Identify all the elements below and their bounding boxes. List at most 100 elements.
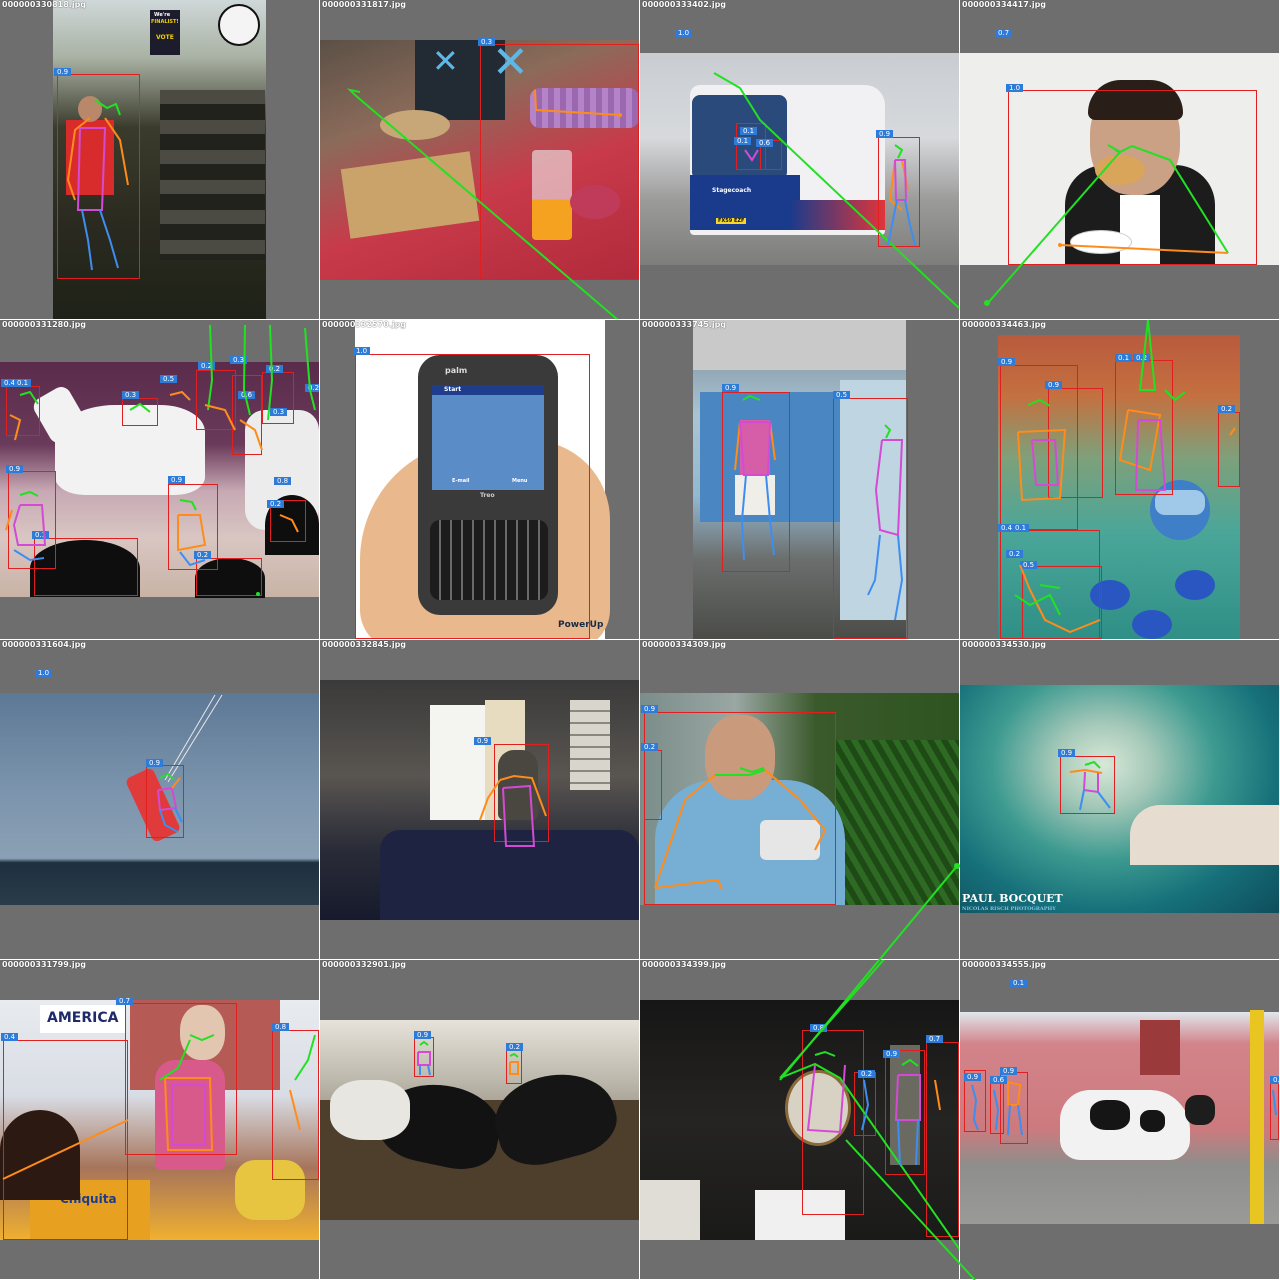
detection-box — [1115, 360, 1173, 495]
score-badge: 0.1 — [1010, 979, 1028, 987]
detection-box — [644, 750, 662, 820]
cow-spot — [1090, 1100, 1130, 1130]
score-badge: 0.5 — [833, 391, 851, 399]
tile-4[interactable]: 000000331280.jpg 0.4 0.1 0.3 0.5 0.2 0.3… — [0, 320, 319, 639]
beach — [1130, 805, 1279, 865]
poster-text-1: We're — [154, 12, 171, 18]
shop-sign — [1140, 1020, 1180, 1075]
detection-box — [57, 74, 140, 279]
score-badge: 0.2 — [266, 365, 284, 373]
score-badge: 0.9 — [641, 705, 659, 713]
tile-9[interactable]: 000000332845.jpg 0.9 — [320, 640, 639, 959]
tile-8[interactable]: 000000331604.jpg 1.0 0.9 — [0, 640, 319, 959]
tile-14[interactable]: 000000334399.jpg 0.8 0.9 0.7 0.2 — [640, 960, 959, 1279]
detection-box — [926, 1042, 959, 1237]
score-badge: 0.9 — [54, 68, 72, 76]
filename-label: 000000332570.jpg — [322, 320, 407, 329]
score-badge: 0.2 — [1218, 405, 1236, 413]
tile-7[interactable]: 000000334463.jpg 0.9 0.9 0.1 0.2 0.2 0.4… — [960, 320, 1279, 639]
score-badge: 0.9 — [964, 1073, 982, 1081]
tile-6[interactable]: 000000333745.jpg 0.9 0.5 — [640, 320, 959, 639]
score-badge: 0.4 — [1, 379, 19, 387]
detection-box — [414, 1037, 434, 1077]
filename-label: 000000330818.jpg — [2, 0, 87, 9]
filename-label: 000000334399.jpg — [642, 960, 727, 969]
score-badge: 0.3 — [270, 408, 288, 416]
detection-box — [644, 712, 836, 905]
detection-box — [1270, 1080, 1279, 1140]
bowl — [380, 110, 450, 140]
tile-2[interactable]: Stagecoach FX59 EZF 000000333402.jpg 1.0… — [640, 0, 959, 319]
clock — [218, 4, 260, 46]
x-mark: ✕ — [492, 37, 529, 88]
filename-label: 000000334530.jpg — [962, 640, 1047, 649]
detection-box — [1048, 388, 1103, 498]
hedge — [835, 740, 959, 905]
filename-label: 000000334309.jpg — [642, 640, 727, 649]
filename-label: 000000333745.jpg — [642, 320, 727, 329]
tile-1[interactable]: ✕ ✕ 000000331817.jpg 0.3 — [320, 0, 639, 319]
score-badge: 0.9 — [1000, 1067, 1018, 1075]
score-badge: 0.4 — [998, 524, 1016, 532]
sheep-wool — [330, 1080, 410, 1140]
phone-softkey-left: E-mail — [452, 478, 470, 484]
score-badge: 0.9 — [883, 1050, 901, 1058]
bus-top — [693, 320, 906, 370]
detection-box — [885, 1050, 925, 1175]
bus-plate: FX59 EZF — [716, 218, 747, 224]
detection-box — [833, 398, 908, 639]
detection-box — [506, 1050, 522, 1084]
tile-3[interactable]: 000000334417.jpg 0.7 1.0 — [960, 0, 1279, 319]
score-badge: 0.9 — [1045, 381, 1063, 389]
score-badge: 0.2 — [1133, 354, 1151, 362]
sign-america: AMERICA — [47, 1010, 119, 1026]
detection-box — [1218, 412, 1240, 487]
score-badge: 0.9 — [146, 759, 164, 767]
score-badge: 0.6 — [756, 139, 774, 147]
score-badge: 0.9 — [168, 476, 186, 484]
bus-stripe — [790, 200, 885, 230]
filename-label: 000000334463.jpg — [962, 320, 1047, 329]
window — [430, 705, 485, 820]
phone-screen — [432, 385, 544, 490]
filename-label: 000000333402.jpg — [642, 0, 727, 9]
score-badge: 0.2 — [267, 500, 285, 508]
detection-box — [168, 484, 218, 570]
phone-model: Treo — [480, 492, 495, 499]
detection-box — [146, 765, 184, 838]
sign-board — [40, 1005, 125, 1033]
filename-label: 000000334555.jpg — [962, 960, 1047, 969]
score-badge: 0.1 — [740, 127, 758, 135]
score-badge: 1.0 — [1006, 84, 1024, 92]
tile-10[interactable]: 000000334309.jpg 0.9 0.2 — [640, 640, 959, 959]
tile-15[interactable]: 000000334555.jpg 0.1 0.9 0.9 0.6 0.8 — [960, 960, 1279, 1279]
score-badge: 0.1 — [734, 137, 752, 145]
filename-label: 000000334417.jpg — [962, 0, 1047, 9]
yellow-pole — [1250, 1010, 1264, 1224]
tile-0[interactable]: We're FINALIST! VOTE 000000330818.jpg 0.… — [0, 0, 319, 319]
detection-box — [196, 558, 262, 596]
tile-5[interactable]: Start palm E-mail Menu Treo PowerUp 0000… — [320, 320, 639, 639]
detection-box — [34, 538, 138, 596]
score-badge: 0.2 — [858, 1070, 876, 1078]
detection-box — [125, 1003, 237, 1155]
bananas — [235, 1160, 305, 1220]
detection-box — [494, 744, 549, 842]
tile-11[interactable]: PAUL BOCQUET NICOLAS RISCH PHOTOGRAPHY 0… — [960, 640, 1279, 959]
score-badge: 0.4 — [1, 1033, 19, 1041]
score-badge: 1.0 — [353, 347, 371, 355]
filename-label: 000000331817.jpg — [322, 0, 407, 9]
phone-titlebar — [432, 385, 544, 395]
detection-box — [3, 1040, 128, 1240]
score-badge: 0.6 — [990, 1076, 1008, 1084]
score-badge: 0.5 — [1020, 561, 1038, 569]
score-badge: 0.7 — [116, 997, 134, 1005]
detection-box — [232, 375, 262, 455]
tile-13[interactable]: 000000332901.jpg 0.9 0.2 — [320, 960, 639, 1279]
score-badge: 0.3 — [230, 356, 248, 364]
score-badge: 0.8 — [810, 1024, 828, 1032]
cow-spot — [1140, 1110, 1165, 1132]
tile-12[interactable]: AMERICA Chiquita 000000331799.jpg 0.7 0.… — [0, 960, 319, 1279]
score-badge: 0.9 — [722, 384, 740, 392]
